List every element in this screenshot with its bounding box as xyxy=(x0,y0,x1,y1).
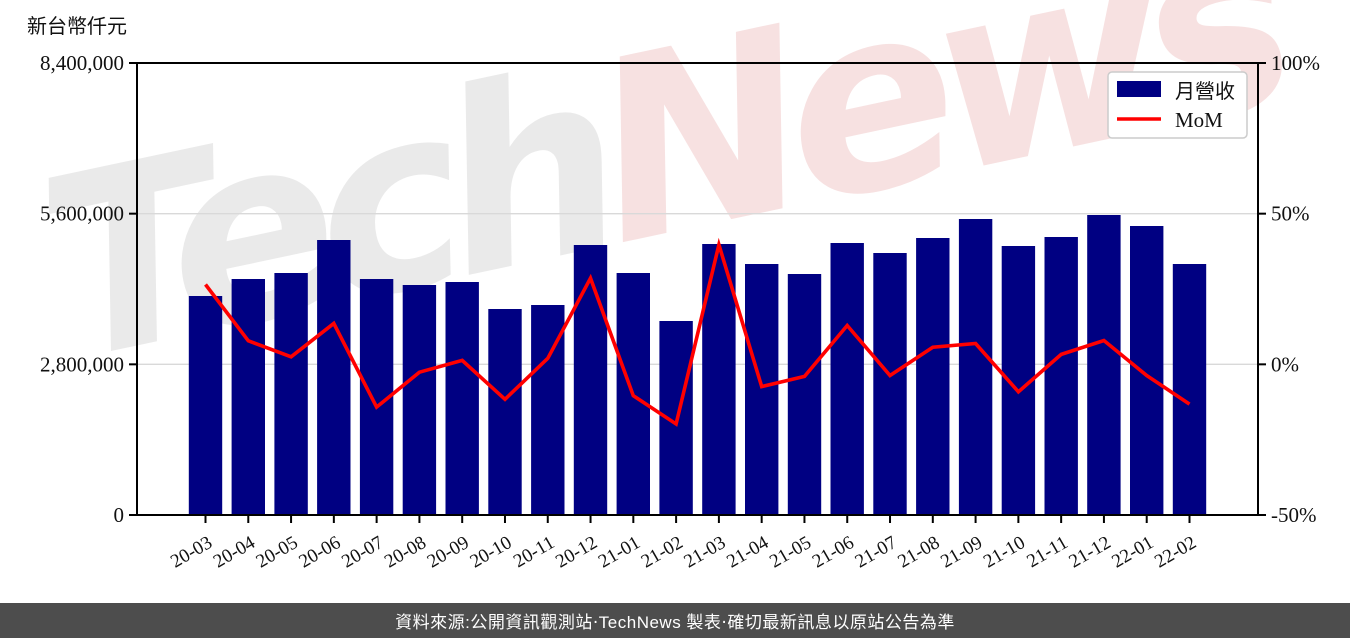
x-tick-label-21-05: 21-05 xyxy=(766,532,815,572)
x-tick-label-20-03: 20-03 xyxy=(167,532,216,572)
right-tick-label: 100% xyxy=(1271,51,1320,75)
right-tick-label: 50% xyxy=(1271,202,1310,226)
x-tick-label-21-03: 21-03 xyxy=(681,532,730,572)
revenue-bar-21-12 xyxy=(1087,215,1121,515)
legend-label-mom: MoM xyxy=(1175,108,1223,132)
x-tick-label-20-11: 20-11 xyxy=(510,532,558,572)
x-tick-label-20-05: 20-05 xyxy=(253,532,302,572)
x-tick-label-21-06: 21-06 xyxy=(809,532,858,572)
x-tick-label-20-08: 20-08 xyxy=(381,532,430,572)
revenue-bar-20-10 xyxy=(488,309,522,515)
x-tick-label-22-01: 22-01 xyxy=(1108,532,1157,572)
x-tick-label-22-02: 22-02 xyxy=(1151,532,1200,572)
x-tick-label-20-06: 20-06 xyxy=(295,532,344,572)
source-footer-bar: 資料來源:公開資訊觀測站‧TechNews 製表‧確切最新訊息以原站公告為準 xyxy=(0,603,1350,638)
x-tick-label-21-07: 21-07 xyxy=(852,532,901,572)
left-tick-label: 8,400,000 xyxy=(40,51,124,75)
revenue-bar-22-02 xyxy=(1172,264,1207,515)
left-tick-label: 5,600,000 xyxy=(40,202,124,226)
legend-bar-swatch xyxy=(1117,81,1161,97)
y-axis-unit-label: 新台幣仟元 xyxy=(27,16,127,38)
revenue-bar-21-11 xyxy=(1044,237,1078,515)
revenue-bar-20-05 xyxy=(274,273,308,515)
revenue-bar-21-07 xyxy=(873,253,907,515)
x-tick-label-21-02: 21-02 xyxy=(638,532,687,572)
revenue-bar-21-09 xyxy=(958,219,993,515)
source-footer-text: 資料來源:公開資訊觀測站‧TechNews 製表‧確切最新訊息以原站公告為準 xyxy=(395,613,955,632)
x-tick-label-21-01: 21-01 xyxy=(595,532,644,572)
legend-label-revenue: 月營收 xyxy=(1175,80,1235,103)
x-tick-label-20-12: 20-12 xyxy=(552,532,601,572)
revenue-bar-20-08 xyxy=(402,285,437,515)
revenue-bar-21-08 xyxy=(916,238,950,515)
x-tick-label-21-11: 21-11 xyxy=(1023,532,1071,572)
x-tick-label-20-04: 20-04 xyxy=(210,532,259,573)
revenue-bar-20-12 xyxy=(573,245,608,515)
revenue-bar-20-09 xyxy=(445,282,479,515)
plot-frame xyxy=(136,62,1259,516)
revenue-bar-20-04 xyxy=(231,279,265,515)
revenue-bar-21-04 xyxy=(745,264,779,515)
x-tick-label-21-10: 21-10 xyxy=(980,532,1029,572)
revenue-bar-21-06 xyxy=(830,243,864,515)
revenue-bar-20-06 xyxy=(317,240,351,515)
left-tick-label: 0 xyxy=(114,503,125,527)
x-tick-label-21-12: 21-12 xyxy=(1066,532,1115,572)
mom-line xyxy=(204,237,1191,427)
revenue-bar-21-05 xyxy=(787,274,822,515)
x-tick-label-21-08: 21-08 xyxy=(894,532,943,572)
left-tick-label: 2,800,000 xyxy=(40,352,124,376)
x-tick-label-20-09: 20-09 xyxy=(424,532,473,572)
right-tick-label: 0% xyxy=(1271,352,1299,376)
x-tick-label-21-09: 21-09 xyxy=(937,532,986,572)
x-tick-label-20-07: 20-07 xyxy=(338,532,387,572)
right-tick-label: -50% xyxy=(1271,503,1317,527)
revenue-bar-22-01 xyxy=(1130,226,1164,515)
x-tick-label-21-04: 21-04 xyxy=(723,532,772,573)
revenue-bar-20-03 xyxy=(188,296,223,515)
x-tick-label-20-10: 20-10 xyxy=(467,532,516,572)
